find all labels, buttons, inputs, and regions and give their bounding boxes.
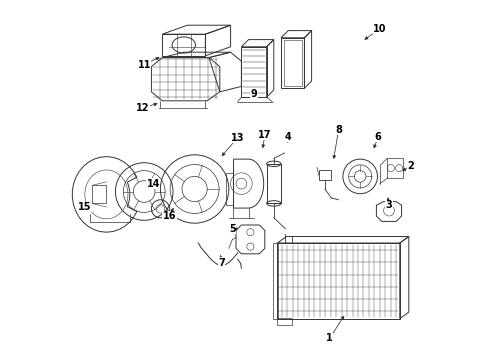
Text: 7: 7: [218, 258, 225, 268]
Bar: [319, 170, 331, 180]
Text: 14: 14: [147, 179, 160, 189]
Bar: [226, 173, 233, 205]
Text: 3: 3: [386, 200, 392, 210]
Text: 6: 6: [375, 132, 382, 142]
Bar: [277, 318, 292, 325]
Bar: [284, 40, 302, 86]
Bar: [267, 164, 281, 203]
Text: 10: 10: [373, 24, 387, 34]
Text: 5: 5: [229, 224, 236, 234]
Text: 1: 1: [326, 333, 333, 343]
Text: 11: 11: [138, 60, 151, 70]
Bar: [273, 243, 278, 319]
Bar: [387, 158, 403, 178]
Text: 12: 12: [136, 103, 149, 113]
Text: 13: 13: [231, 132, 245, 143]
Text: 15: 15: [78, 202, 92, 212]
Text: 8: 8: [335, 125, 342, 135]
Text: 2: 2: [407, 161, 414, 171]
Text: 16: 16: [163, 211, 176, 221]
Text: 17: 17: [258, 130, 271, 140]
Text: 9: 9: [250, 89, 257, 99]
Text: 4: 4: [285, 132, 292, 142]
Bar: [277, 243, 400, 319]
Bar: [92, 185, 106, 203]
